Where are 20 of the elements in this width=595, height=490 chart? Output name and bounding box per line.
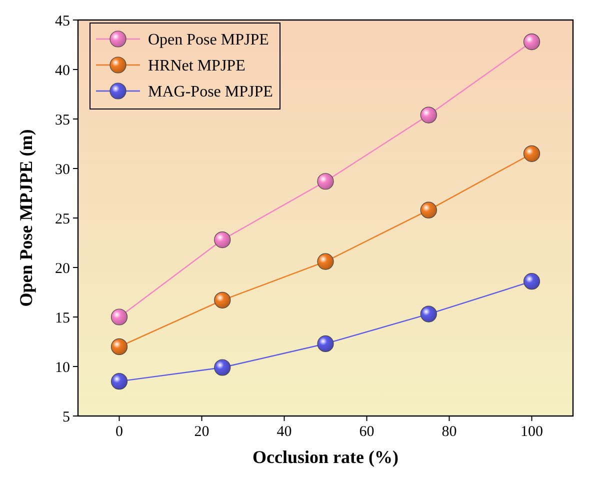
x-tick-label: 100 xyxy=(520,424,543,440)
y-tick-label: 45 xyxy=(55,13,70,30)
x-tick-label: 20 xyxy=(194,424,210,440)
x-tick-label: 0 xyxy=(116,424,123,440)
y-tick-label: 40 xyxy=(55,62,70,79)
y-axis-title: Open Pose MPJPE (m) xyxy=(16,129,36,307)
legend-label: Open Pose MPJPE xyxy=(148,32,269,49)
y-tick-label: 35 xyxy=(55,112,70,128)
y-tick-label: 30 xyxy=(55,162,70,178)
legend-label: HRNet MPJPE xyxy=(148,58,246,75)
legend-label: MAG-Pose MPJPE xyxy=(148,84,273,101)
y-tick-label: 20 xyxy=(55,260,70,277)
x-axis-title: Occlusion rate (%) xyxy=(252,447,398,467)
x-tick-label: 80 xyxy=(442,424,457,440)
y-tick-label: 15 xyxy=(55,310,70,326)
y-tick-label: 10 xyxy=(55,360,70,376)
y-tick-label: 5 xyxy=(62,409,70,426)
x-tick-label: 60 xyxy=(359,424,374,440)
x-tick-label: 40 xyxy=(276,424,292,440)
y-tick-label: 25 xyxy=(55,211,70,228)
